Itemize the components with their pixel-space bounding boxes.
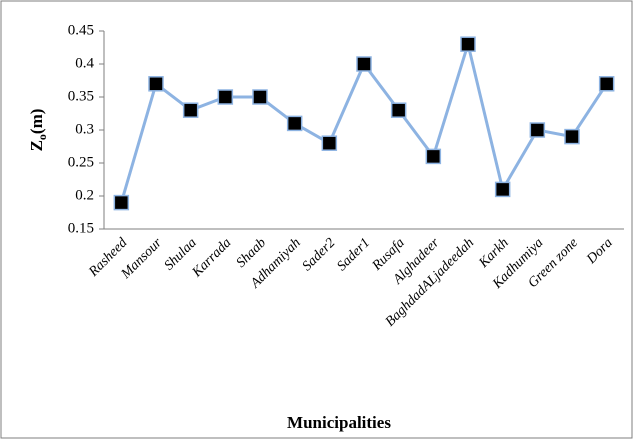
y-tick-label: 0.4 <box>75 55 94 71</box>
y-title-unit: (m) <box>27 109 46 134</box>
marker <box>356 56 372 72</box>
marker <box>148 76 164 92</box>
y-tick-label: 0.15 <box>68 220 94 236</box>
marker <box>425 148 442 165</box>
marker <box>182 102 199 118</box>
y-axis-title: Zo(m) <box>27 109 49 152</box>
y-tick-label: 0.3 <box>75 121 94 137</box>
marker <box>252 89 268 105</box>
y-title-sub: o <box>35 134 49 140</box>
y-title-main: Z <box>27 140 46 151</box>
y-tick-label: 0.35 <box>68 88 94 104</box>
x-axis-title: Municipalities <box>287 413 391 432</box>
y-tick-label: 0.2 <box>75 187 94 203</box>
y-tick-label: 0.25 <box>68 154 94 170</box>
marker <box>113 194 130 211</box>
marker <box>494 181 511 198</box>
marker <box>529 122 546 138</box>
marker <box>217 89 234 105</box>
marker <box>564 128 580 145</box>
marker <box>321 135 338 151</box>
marker <box>390 102 407 118</box>
marker <box>286 115 303 132</box>
marker <box>460 36 476 52</box>
y-tick-label: 0.45 <box>68 22 94 38</box>
marker <box>598 76 615 92</box>
